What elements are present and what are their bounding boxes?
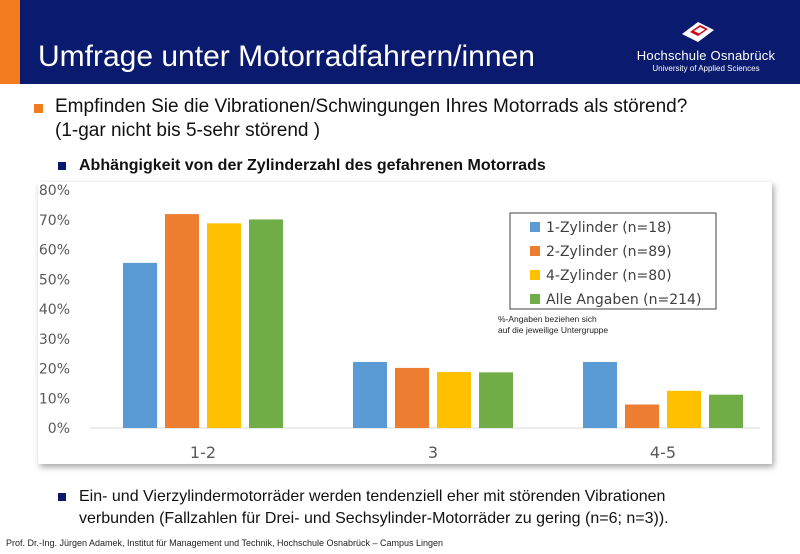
- legend-label: 2-Zylinder (n=89): [546, 244, 672, 260]
- y-tick-label: 60%: [39, 243, 70, 259]
- slide-header: Umfrage unter Motorradfahrern/innen Hoch…: [0, 0, 800, 84]
- logo-mark-icon: [682, 22, 714, 42]
- x-category-label: 4-5: [650, 443, 676, 462]
- bar-1-zylinder: [583, 361, 617, 428]
- legend-swatch: [530, 246, 540, 256]
- slide-title: Umfrage unter Motorradfahrern/innen: [38, 40, 535, 73]
- bar-2-zylinder: [625, 404, 659, 428]
- conclusion-line-1: Ein- und Vierzylindermotorräder werden t…: [79, 488, 666, 505]
- y-tick-label: 20%: [39, 362, 70, 378]
- legend-box: [509, 212, 717, 310]
- y-tick-label: 80%: [39, 183, 70, 199]
- legend-swatch: [530, 270, 540, 280]
- bar-2-zylinder: [395, 367, 429, 428]
- legend-swatch: [530, 222, 540, 232]
- x-category-label: 1-2: [190, 443, 216, 462]
- question-line-1: Empfinden Sie die Vibrationen/Schwingung…: [55, 96, 688, 117]
- legend-label: Alle Angaben (n=214): [546, 292, 701, 308]
- bar-4-zylinder: [437, 372, 471, 428]
- bar-2-zylinder: [165, 214, 199, 428]
- sub-bullet-icon: [58, 162, 66, 170]
- question-line-2: (1-gar nicht bis 5-sehr störend ): [55, 120, 321, 141]
- legend-label: 4-Zylinder (n=80): [546, 268, 672, 284]
- y-tick-label: 10%: [39, 391, 70, 407]
- bar-4-zylinder: [207, 223, 241, 428]
- x-category-label: 3: [428, 443, 438, 462]
- y-tick-label: 50%: [39, 272, 70, 288]
- bar-1-zylinder: [353, 361, 387, 428]
- legend-label: 1-Zylinder (n=18): [546, 220, 672, 236]
- bar-alle: [709, 394, 743, 428]
- bar-alle: [249, 219, 283, 428]
- chart-subheading: Abhängigkeit von der Zylinderzahl des ge…: [79, 157, 546, 174]
- y-tick-label: 70%: [39, 213, 70, 229]
- header-accent-bar: [0, 0, 20, 84]
- legend-swatch: [530, 294, 540, 304]
- logo-subtitle: University of Applied Sciences: [652, 64, 760, 73]
- bar-4-zylinder: [667, 390, 701, 428]
- logo-name: Hochschule Osnabrück: [636, 48, 776, 63]
- conclusion-line-2: verbunden (Fallzahlen für Drei- und Sech…: [79, 510, 669, 527]
- bar-1-zylinder: [123, 262, 157, 428]
- y-tick-label: 30%: [39, 332, 70, 348]
- y-tick-label: 0%: [48, 421, 70, 437]
- university-logo: Hochschule Osnabrück University of Appli…: [616, 14, 796, 74]
- bullet-square-icon: [34, 104, 43, 113]
- chart-annotation-line-2: auf die jeweilige Untergruppe: [498, 325, 608, 335]
- footer-credit: Prof. Dr.-Ing. Jürgen Adamek, Institut f…: [6, 538, 444, 548]
- y-tick-label: 40%: [39, 302, 70, 318]
- conclusion-bullet-icon: [58, 493, 66, 501]
- bar-alle: [479, 372, 513, 428]
- chart-annotation-line-1: %-Angaben beziehen sich: [498, 314, 597, 324]
- bar-chart: 0% 10% 20% 30% 40% 50% 60% 70% 80% 1-2 3 4-5 1-Zylin…: [39, 183, 760, 462]
